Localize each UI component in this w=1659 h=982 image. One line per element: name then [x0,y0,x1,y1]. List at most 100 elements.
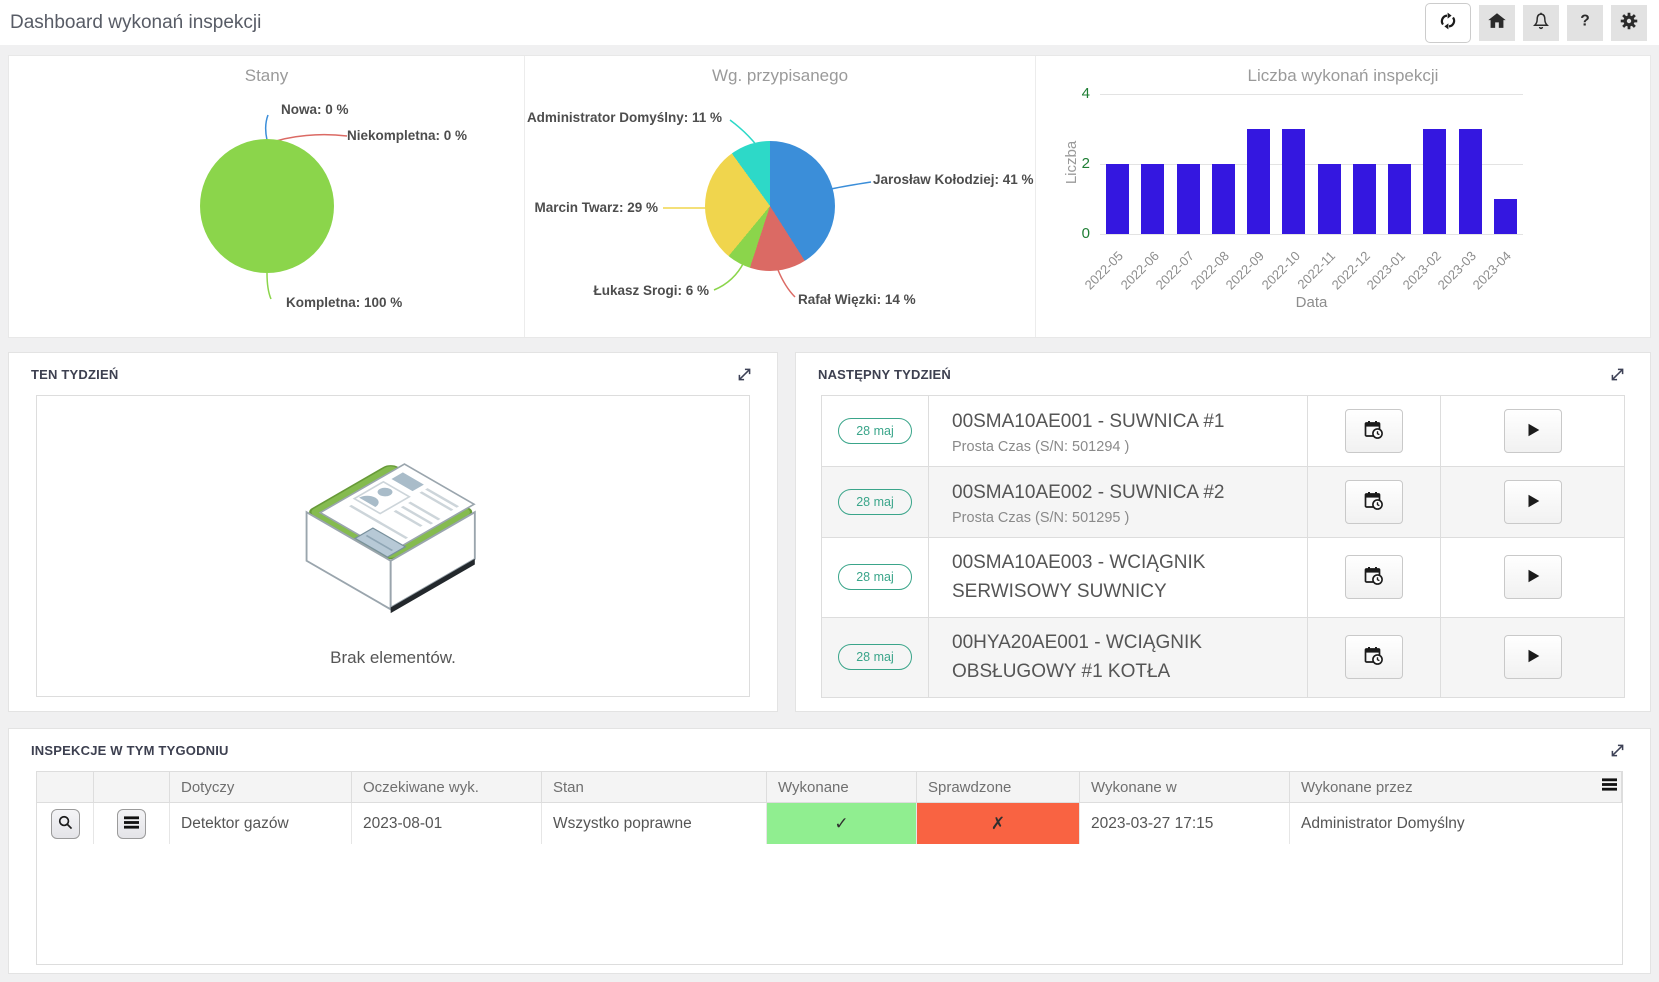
y-tick-label: 0 [1081,225,1090,242]
next-week-expand-button[interactable] [1609,366,1626,383]
inspections-expand-button[interactable] [1609,742,1626,759]
table-menu-button[interactable] [1601,777,1618,792]
date-cell: 28 maj [822,396,929,466]
play-icon [1524,492,1542,513]
pie-label-srogi: Łukasz Srogi: 6 % [593,283,709,298]
help-button[interactable]: ? [1567,4,1603,41]
column-header: Wykonane w [1080,772,1290,803]
date-badge: 28 maj [838,418,912,444]
play-icon [1524,647,1542,668]
inspections-table: Dotyczy Oczekiwane wyk. Stan Wykonane Sprawd… [36,771,1623,965]
bar-slot [1135,94,1170,234]
column-header: Dotyczy [170,772,352,803]
home-button[interactable] [1479,4,1515,41]
pie-label-nowa: Nowa: 0 % [281,102,349,117]
empty-state-text: Brak elementów. [330,648,456,667]
date-cell: 28 maj [822,467,929,537]
start-inspection-button[interactable] [1503,555,1562,600]
empty-state-illustration [286,424,501,624]
bar [1141,164,1165,234]
bar-chart-bars [1100,94,1523,234]
column-header: Wykonane przez [1290,772,1622,803]
calendar-clock-icon [1363,645,1385,670]
schedule-button[interactable] [1345,635,1403,680]
stan-cell: Wszystko poprawne [542,803,767,844]
bar [1317,164,1341,234]
pie-label-kolodziej: Jarosław Kołodziej: 41 % [873,172,1034,187]
bar [1247,129,1271,234]
panel-this-week: TEN TYDZIEŃ [8,352,778,712]
bar-slot [1417,94,1452,234]
bar-slot [1382,94,1417,234]
item-title: 00HYA20AE001 - WCIĄGNIK OBSŁUGOWY #1 KOT… [952,631,1202,683]
menu-cell [94,803,170,844]
pie-label-twarz: Marcin Twarz: 29 % [534,200,658,215]
chart-przypisanie-title: Wg. przypisanego [711,66,849,85]
bar-slot [1100,94,1135,234]
chart-stany-title: Stany [244,66,289,85]
bar [1423,129,1447,234]
svg-text:?: ? [1580,13,1590,30]
item-cell: 00SMA10AE003 - WCIĄGNIK SERWISOWY SUWNIC… [929,538,1308,617]
charts-band: Stany Nowa: 0 % Niekompletna: 0 % Komple… [8,55,1651,338]
row-menu-button[interactable] [117,808,146,839]
inspections-title: INSPEKCJE W TYM TYGODNIU [31,743,229,758]
chart-przypisanie: Wg. przypisanego Jarosław Kołodziej: 41 … [524,56,1035,337]
schedule-button[interactable] [1345,480,1403,524]
column-header: Sprawdzone [917,772,1080,803]
column-header: Stan [542,772,767,803]
y-tick-label: 2 [1081,155,1090,172]
column-header: Wykonane [767,772,917,803]
item-texts: 00SMA10AE001 - SUWNICA #1 Prosta Czas (S/… [929,405,1230,456]
inspection-row: Detektor gazów 2023-08-01 Wszystko poprawn… [37,803,1622,844]
this-week-title: TEN TYDZIEŃ [31,367,119,382]
schedule-cell [1308,617,1441,697]
view-row-button[interactable] [50,808,80,839]
bar-slot [1347,94,1382,234]
schedule-button[interactable] [1345,555,1403,600]
schedule-button[interactable] [1345,409,1403,453]
topbar-actions: ? [1425,2,1647,43]
next-week-row: 28 maj 00HYA20AE001 - WCIĄGNIK OBSŁUGOWY … [822,617,1624,698]
notifications-button[interactable] [1523,4,1559,41]
this-week-expand-button[interactable] [736,366,753,383]
start-inspection-button[interactable] [1503,409,1562,453]
refresh-button[interactable] [1425,2,1471,43]
start-cell [1441,396,1624,466]
start-inspection-button[interactable] [1503,635,1562,680]
date-badge: 28 maj [838,644,912,671]
expand-icon [1609,368,1626,386]
schedule-cell [1308,396,1441,466]
this-week-empty-state: Brak elementów. [36,395,750,697]
bar [1458,129,1482,234]
calendar-clock-icon [1363,565,1385,590]
refresh-icon [1438,11,1458,34]
pie-label-administrator: Administrator Domyślny: 11 % [526,110,722,125]
panel-next-week: NASTĘPNY TYDZIEŃ 28 maj 00SMA10AE001 - SU… [795,352,1651,712]
bar-slot [1206,94,1241,234]
panel-inspections: INSPEKCJE W TYM TYGODNIU Dotyczy Oczekiwa… [8,728,1651,974]
settings-button[interactable] [1611,4,1647,41]
bell-icon [1530,10,1552,35]
bar-chart-xlabels: 2022-05 2022-06 2022-07 2022-08 2022-09 2022-… [1082,238,1523,298]
pie-przypisanie [705,141,835,271]
item-title: 00SMA10AE002 - SUWNICA #2 [952,482,1225,504]
status-check: ✓ [767,803,917,844]
bar-chart-title: Liczba wykonań inspekcji [1247,66,1439,85]
x-tick-label: 2022-05 [1082,248,1127,293]
column-header: Oczekiwane wyk. [352,772,542,803]
next-week-list: 28 maj 00SMA10AE001 - SUWNICA #1 Prosta Cz… [821,395,1625,698]
top-bar: Dashboard wykonań inspekcji [0,0,1659,45]
y-tick-label: 4 [1081,85,1090,102]
middle-row: TEN TYDZIEŃ [8,352,1651,712]
hamburger-icon [1601,778,1618,795]
calendar-clock-icon [1363,419,1385,444]
start-inspection-button[interactable] [1503,480,1562,524]
date-badge: 28 maj [838,489,912,515]
expand-icon [1609,744,1626,762]
start-cell [1441,467,1624,537]
schedule-cell [1308,538,1441,617]
oczekiwane-cell: 2023-08-01 [352,803,542,844]
start-cell [1441,618,1624,697]
bar-slot [1276,94,1311,234]
